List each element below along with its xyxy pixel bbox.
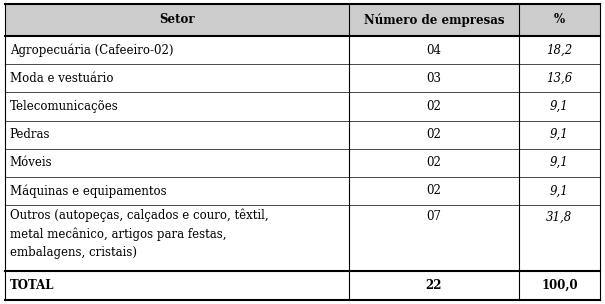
Bar	[5, 121, 600, 149]
Text: 100,0: 100,0	[541, 279, 578, 292]
Bar	[5, 64, 600, 92]
Bar	[5, 92, 600, 121]
Bar	[5, 271, 600, 300]
Text: 02: 02	[427, 185, 441, 197]
Text: 13,6: 13,6	[546, 72, 572, 85]
Bar	[5, 149, 600, 177]
Text: Número de empresas: Número de empresas	[364, 13, 504, 27]
Text: 31,8: 31,8	[546, 210, 572, 223]
Text: 02: 02	[427, 128, 441, 141]
Text: %: %	[554, 13, 565, 26]
Text: 9,1: 9,1	[550, 128, 569, 141]
Text: 02: 02	[427, 156, 441, 169]
Text: Setor: Setor	[159, 13, 195, 26]
Text: 9,1: 9,1	[550, 100, 569, 113]
Text: 04: 04	[427, 44, 441, 57]
Bar	[5, 4, 600, 36]
Text: 9,1: 9,1	[550, 185, 569, 197]
Text: Móveis: Móveis	[10, 156, 52, 169]
Text: 18,2: 18,2	[546, 44, 572, 57]
Text: Telecomunicações: Telecomunicações	[10, 100, 119, 113]
Text: 07: 07	[427, 210, 441, 223]
Bar	[5, 36, 600, 64]
Text: Moda e vestuário: Moda e vestuário	[10, 72, 113, 85]
Text: TOTAL: TOTAL	[10, 279, 54, 292]
Text: Máquinas e equipamentos: Máquinas e equipamentos	[10, 184, 166, 198]
Text: Outros (autopeças, calçados e couro, têxtil,
metal mecânico, artigos para festas: Outros (autopeças, calçados e couro, têx…	[10, 208, 268, 258]
Text: 02: 02	[427, 100, 441, 113]
Text: 9,1: 9,1	[550, 156, 569, 169]
Bar	[5, 205, 600, 271]
Text: 22: 22	[425, 279, 442, 292]
Bar	[5, 177, 600, 205]
Text: 03: 03	[427, 72, 441, 85]
Text: Agropecuária (Cafeeiro-02): Agropecuária (Cafeeiro-02)	[10, 43, 173, 57]
Text: Pedras: Pedras	[10, 128, 50, 141]
